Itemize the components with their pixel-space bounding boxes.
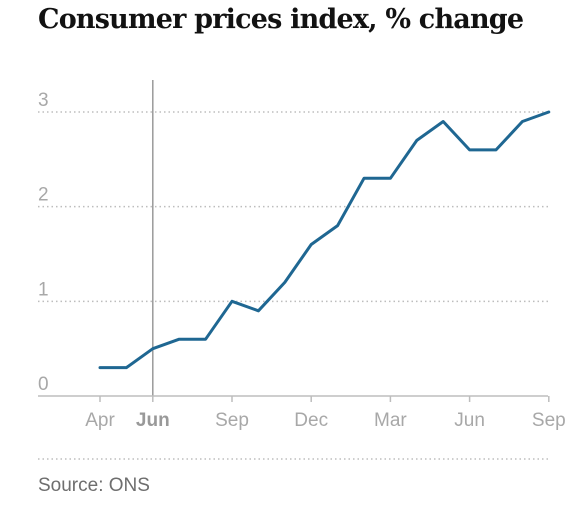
y-tick-label: 2	[38, 185, 49, 206]
line-chart: 0 1 2 3 Apr Jun Sep Dec Mar Jun Sep	[38, 80, 566, 431]
source-note: Source: ONS	[38, 475, 150, 496]
y-tick-label: 3	[38, 90, 49, 111]
y-tick-label: 0	[38, 374, 49, 395]
y-tick-label: 1	[38, 279, 49, 300]
x-axis-ticks: Apr Jun Sep Dec Mar Jun Sep	[85, 396, 566, 431]
x-tick-label: Sep	[215, 410, 249, 431]
x-tick-label: Mar	[374, 410, 407, 431]
x-tick-label: Sep	[532, 410, 566, 431]
chart-title: Consumer prices index, % change	[38, 4, 524, 35]
x-tick-label: Jun	[454, 410, 485, 431]
series-layer	[98, 110, 551, 370]
source-divider	[38, 458, 548, 460]
x-tick-label: Dec	[294, 410, 328, 431]
series-line	[98, 110, 551, 370]
x-tick-label: Apr	[85, 410, 115, 431]
x-tick-label: Jun	[136, 410, 170, 431]
y-axis-ticks: 0 1 2 3	[38, 90, 49, 395]
